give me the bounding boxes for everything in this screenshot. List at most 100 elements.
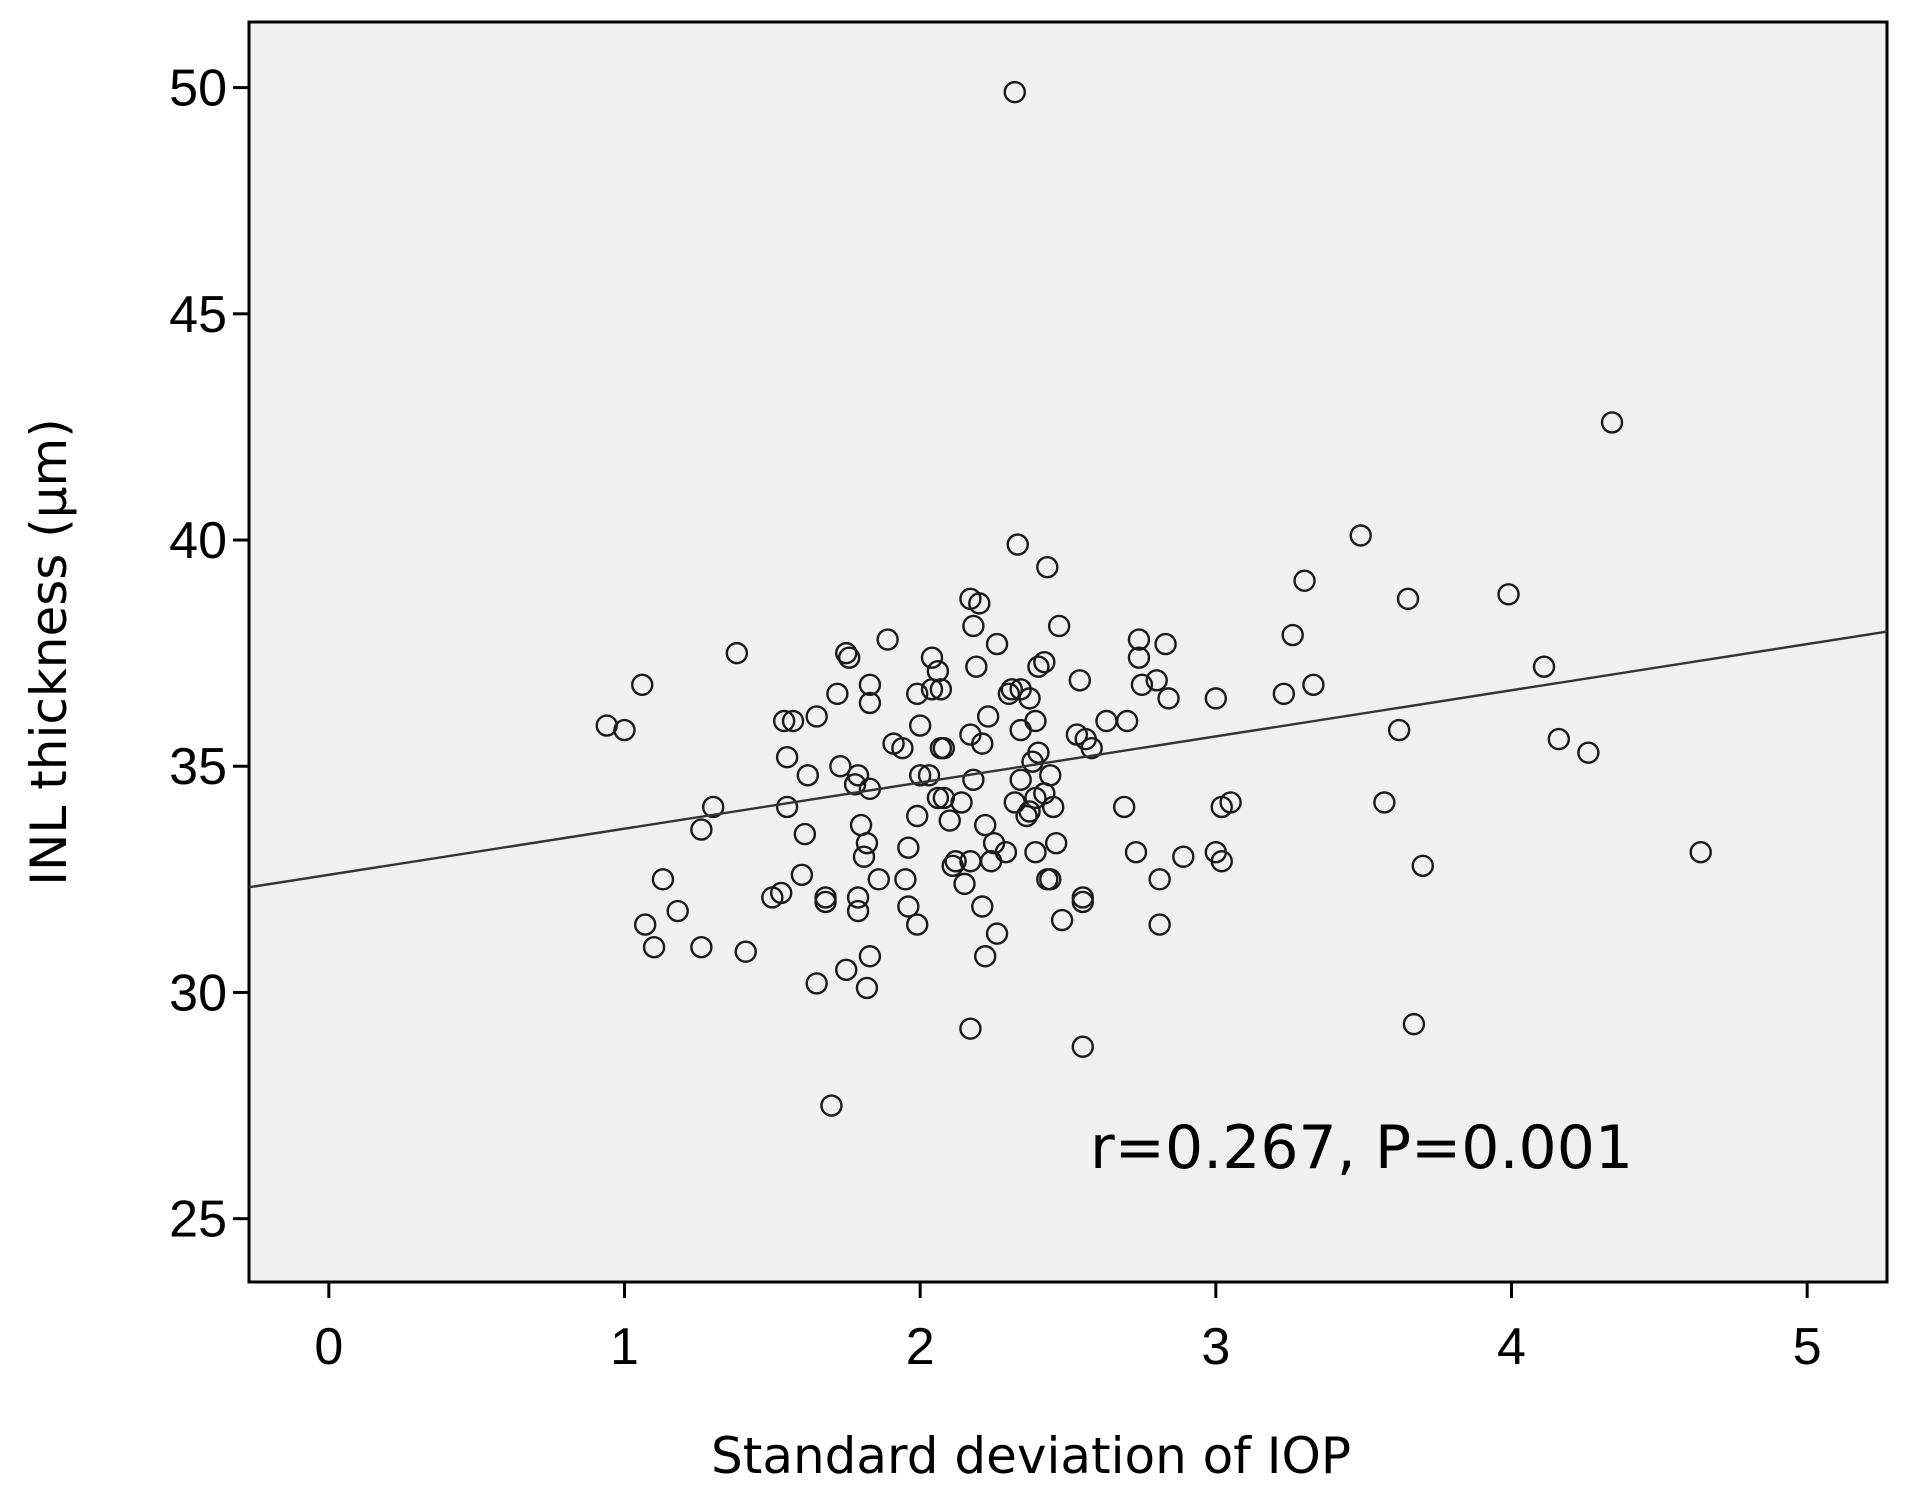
data-point bbox=[1000, 678, 1024, 701]
data-point bbox=[1015, 804, 1038, 828]
data-point bbox=[1532, 655, 1556, 678]
data-point bbox=[1204, 687, 1228, 710]
data-point bbox=[1024, 840, 1047, 864]
data-point bbox=[1050, 908, 1074, 932]
data-point bbox=[897, 895, 920, 918]
data-point bbox=[796, 764, 820, 787]
data-point bbox=[953, 872, 976, 896]
data-point bbox=[1154, 632, 1177, 656]
data-point bbox=[974, 945, 997, 968]
data-point bbox=[1036, 555, 1059, 579]
data-point bbox=[761, 886, 784, 909]
data-point bbox=[968, 592, 991, 615]
data-point bbox=[965, 655, 988, 678]
data-point bbox=[793, 822, 817, 846]
data-point bbox=[1024, 786, 1047, 810]
data-point bbox=[781, 709, 805, 733]
data-point bbox=[926, 786, 950, 810]
data-point bbox=[855, 976, 879, 1000]
data-point bbox=[1689, 840, 1712, 864]
x-axis-title: Standard deviation of IOP bbox=[711, 1427, 1351, 1485]
data-point bbox=[843, 773, 867, 796]
data-point bbox=[1148, 868, 1171, 891]
data-point bbox=[1003, 80, 1026, 104]
data-point bbox=[1071, 1035, 1094, 1058]
data-point bbox=[1071, 890, 1094, 914]
data-point bbox=[1157, 687, 1180, 710]
data-point bbox=[852, 845, 876, 868]
data-point bbox=[690, 936, 713, 959]
data-point bbox=[941, 854, 964, 877]
data-point bbox=[920, 646, 944, 669]
data-point bbox=[1402, 1012, 1426, 1036]
data-point bbox=[979, 850, 1003, 873]
y-tick-label: 40 bbox=[169, 512, 227, 570]
y-axis: 25 30 35 40 45 50 bbox=[169, 60, 249, 1249]
data-point bbox=[1127, 628, 1151, 651]
data-point bbox=[1018, 800, 1041, 823]
data-point bbox=[775, 745, 799, 769]
data-point bbox=[1039, 868, 1062, 891]
y-tick-label: 35 bbox=[169, 738, 227, 796]
regression-line bbox=[248, 630, 1888, 889]
data-point bbox=[814, 890, 837, 914]
data-point bbox=[908, 764, 932, 787]
data-point bbox=[1600, 411, 1624, 434]
data-point bbox=[917, 764, 941, 787]
data-point bbox=[805, 705, 828, 728]
data-point bbox=[908, 714, 932, 737]
data-point bbox=[734, 940, 757, 963]
data-point bbox=[938, 809, 961, 832]
data-point bbox=[1497, 583, 1520, 606]
data-point bbox=[1042, 795, 1065, 819]
correlation-annotation: r=0.267, P=0.001 bbox=[1090, 1113, 1633, 1183]
data-point bbox=[929, 678, 953, 701]
data-point bbox=[1127, 646, 1151, 669]
data-point bbox=[944, 850, 967, 873]
data-point bbox=[690, 818, 713, 841]
data-point bbox=[867, 868, 890, 891]
data-point bbox=[1547, 727, 1571, 751]
data-point bbox=[971, 895, 994, 918]
y-axis-title: INL thickness (μm) bbox=[20, 418, 78, 886]
data-point bbox=[1148, 913, 1171, 936]
data-point bbox=[855, 831, 879, 855]
data-point bbox=[642, 936, 666, 959]
data-point bbox=[950, 791, 973, 814]
x-tick-label: 5 bbox=[1793, 1318, 1822, 1376]
data-point bbox=[1210, 795, 1233, 819]
data-point bbox=[835, 641, 858, 665]
data-point bbox=[1021, 750, 1044, 773]
data-point bbox=[1373, 791, 1396, 814]
y-tick-label: 25 bbox=[169, 1191, 227, 1249]
data-point bbox=[959, 1017, 982, 1040]
data-point bbox=[894, 868, 917, 891]
data-point bbox=[666, 899, 689, 923]
data-point bbox=[1009, 768, 1032, 792]
data-point bbox=[1302, 673, 1325, 697]
data-point bbox=[1018, 687, 1041, 710]
data-point bbox=[1210, 850, 1233, 873]
data-point bbox=[633, 913, 657, 936]
x-axis: 0 1 2 3 4 5 bbox=[314, 1282, 1822, 1376]
data-point bbox=[997, 682, 1021, 706]
data-point bbox=[974, 813, 997, 837]
data-point bbox=[858, 945, 882, 968]
data-point bbox=[701, 795, 725, 819]
data-point bbox=[1349, 524, 1372, 547]
data-point bbox=[1387, 718, 1411, 742]
data-point bbox=[772, 709, 796, 733]
data-point bbox=[846, 886, 870, 909]
data-point bbox=[775, 795, 799, 819]
data-point bbox=[906, 804, 929, 828]
x-tick-label: 3 bbox=[1201, 1318, 1230, 1376]
data-point bbox=[1112, 795, 1136, 819]
y-tick-label: 50 bbox=[169, 60, 227, 118]
data-point bbox=[826, 682, 849, 706]
data-point bbox=[846, 764, 870, 787]
data-point bbox=[1172, 845, 1195, 868]
data-point bbox=[897, 836, 920, 859]
data-point bbox=[790, 863, 814, 887]
data-point bbox=[858, 691, 882, 715]
data-point bbox=[1396, 587, 1420, 611]
